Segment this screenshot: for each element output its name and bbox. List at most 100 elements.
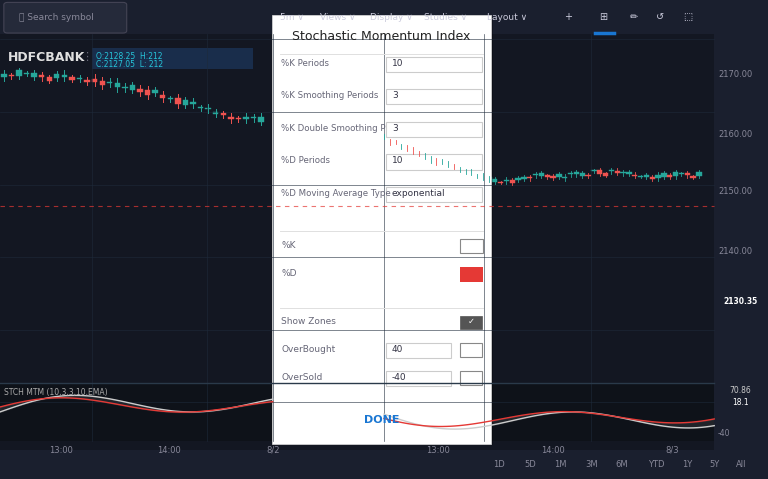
FancyBboxPatch shape [386,343,452,358]
Text: ✏: ✏ [630,12,637,22]
Text: YTD: YTD [648,460,665,469]
Bar [84,80,90,82]
FancyBboxPatch shape [386,89,482,104]
Bar [597,170,602,174]
Text: OverSold: OverSold [281,373,323,382]
Bar [39,75,45,78]
Bar [114,83,120,87]
Text: 2140.00: 2140.00 [718,247,752,256]
Bar [160,95,165,98]
Text: 2130.35: 2130.35 [723,297,757,306]
Bar [77,78,82,79]
Bar [481,175,486,178]
FancyBboxPatch shape [274,17,493,445]
Bar [460,343,482,357]
Bar [243,117,249,119]
Bar [679,173,684,174]
Bar [574,172,579,174]
Text: %K: %K [281,241,296,250]
Bar [410,149,415,152]
Bar [422,156,428,157]
Text: O:2128.25  H:212: O:2128.25 H:212 [96,52,163,61]
Text: %D Moving Average Type: %D Moving Average Type [281,189,391,198]
Bar [460,371,482,385]
FancyBboxPatch shape [714,386,766,395]
Text: +: + [564,12,572,22]
Bar [130,85,135,90]
Bar [198,107,204,108]
Text: 8/2: 8/2 [266,446,280,455]
Bar [498,182,503,183]
Text: -40: -40 [718,429,730,438]
Bar [603,173,608,176]
Bar [460,267,483,282]
Text: %K Periods: %K Periods [281,59,329,68]
Bar [31,73,37,77]
Text: 40: 40 [392,345,403,354]
Bar [527,177,532,178]
Bar [545,175,550,177]
Bar [61,75,67,77]
Text: exponential: exponential [392,189,445,198]
Bar [460,316,482,329]
Bar [638,176,644,177]
Text: 3: 3 [392,124,398,133]
Bar [609,170,614,171]
Bar [439,160,445,162]
Bar [475,175,480,176]
Bar [145,90,151,95]
Text: ↺: ↺ [657,12,664,22]
Bar [626,172,631,174]
Bar [614,171,620,173]
Bar [585,175,591,176]
FancyBboxPatch shape [386,371,452,386]
Bar [492,179,498,182]
Text: 14:00: 14:00 [157,446,180,455]
Bar [8,75,14,76]
Bar [457,169,462,170]
Text: 🔍 Search symbol: 🔍 Search symbol [19,13,94,22]
Text: All: All [736,460,746,469]
Bar [468,171,474,172]
Bar [251,117,257,118]
Text: Studies ∨: Studies ∨ [424,13,467,22]
Text: 2170.00: 2170.00 [718,70,753,79]
Bar [551,176,556,178]
Bar [24,73,29,74]
Bar [684,173,690,175]
Bar [167,98,173,99]
Bar [568,173,573,174]
Text: ✓: ✓ [467,318,475,326]
Text: Show Zones: Show Zones [281,318,336,326]
Text: HDFCBANK: HDFCBANK [8,51,85,64]
Bar [667,174,673,177]
Bar [183,100,188,105]
Bar [92,79,98,81]
Bar [16,70,22,77]
Bar [445,163,451,165]
Bar [393,141,399,142]
Text: 10: 10 [392,157,403,165]
Bar [107,81,112,83]
Bar [258,117,264,122]
Bar [122,87,127,88]
Text: 13:00: 13:00 [49,446,74,455]
Text: 5m ∨: 5m ∨ [280,13,304,22]
Bar [632,174,637,176]
Bar [228,116,233,119]
Bar [650,177,655,179]
Bar [399,146,404,148]
Bar [515,178,521,181]
Text: -40: -40 [392,373,406,382]
Bar [696,172,702,176]
Bar [190,102,196,104]
Bar [486,177,492,181]
Bar [661,173,667,177]
FancyBboxPatch shape [272,15,491,444]
Bar [644,175,649,177]
Bar [690,176,696,178]
Text: DONE: DONE [363,415,399,425]
Bar [69,77,74,80]
Bar [0,383,714,441]
Bar [621,172,626,173]
